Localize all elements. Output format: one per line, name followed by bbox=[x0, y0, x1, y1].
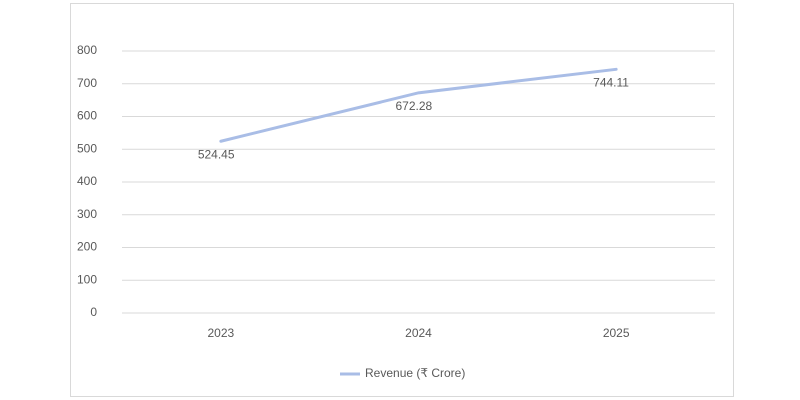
x-tick-label: 2023 bbox=[207, 326, 234, 340]
y-tick-label: 600 bbox=[77, 109, 97, 123]
y-tick-label: 800 bbox=[77, 43, 97, 57]
y-tick-label: 700 bbox=[77, 76, 97, 90]
y-tick-label: 0 bbox=[90, 305, 97, 319]
x-tick-label: 2024 bbox=[405, 326, 432, 340]
y-tick-label: 400 bbox=[77, 174, 97, 188]
y-tick-label: 500 bbox=[77, 141, 97, 155]
series-line bbox=[219, 67, 618, 143]
y-tick-label: 100 bbox=[77, 272, 97, 286]
data-label: 672.28 bbox=[396, 99, 433, 113]
y-tick-label: 300 bbox=[77, 207, 97, 221]
y-tick-label: 200 bbox=[77, 240, 97, 254]
data-label: 524.45 bbox=[198, 147, 235, 161]
data-label: 744.11 bbox=[593, 75, 629, 89]
chart-frame bbox=[70, 3, 734, 397]
x-tick-label: 2025 bbox=[603, 326, 630, 340]
legend-label: Revenue (₹ Crore) bbox=[365, 366, 465, 380]
